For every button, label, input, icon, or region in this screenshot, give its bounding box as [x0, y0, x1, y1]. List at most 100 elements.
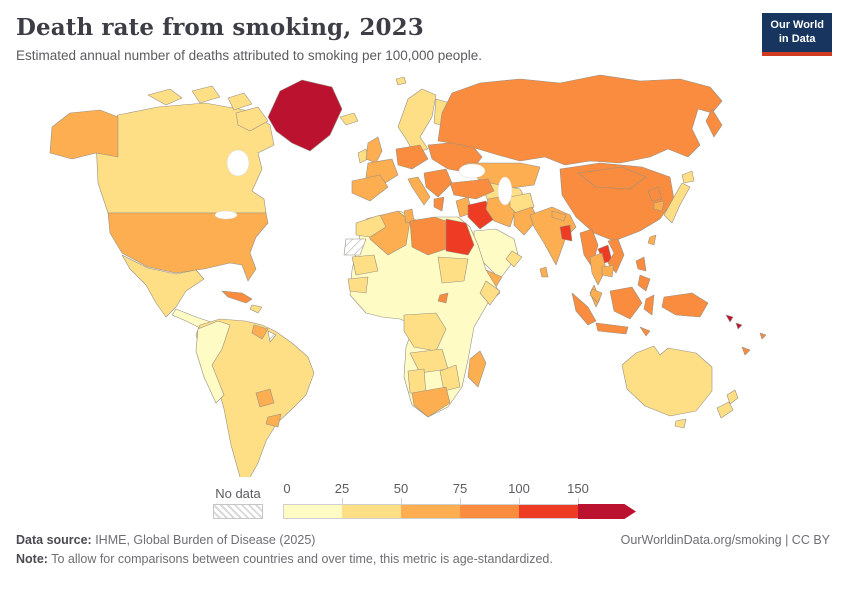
country-papua-new-guinea[interactable]: [661, 292, 709, 318]
legend-tick-label-75: 75: [452, 481, 468, 496]
country-indonesia-borneo[interactable]: [609, 286, 643, 320]
country-indonesia-java[interactable]: [595, 322, 629, 335]
country-canada-arctic-1[interactable]: [147, 88, 183, 106]
legend-color-scale: 0 25 50 75 100 150: [283, 481, 639, 519]
region-svalbard[interactable]: [395, 76, 407, 86]
region-guyanas[interactable]: [251, 324, 269, 340]
country-russia[interactable]: [437, 74, 723, 166]
country-uganda[interactable]: [437, 292, 449, 304]
legend-tick-label-150: 150: [567, 481, 589, 496]
country-madagascar[interactable]: [467, 350, 487, 388]
country-philippines-luzon[interactable]: [635, 256, 647, 272]
country-solomon-1[interactable]: [725, 314, 734, 323]
country-hispaniola[interactable]: [249, 304, 263, 314]
data-source-line: Data source: IHME, Global Burden of Dise…: [16, 533, 315, 547]
country-thailand[interactable]: [589, 252, 607, 286]
country-italy[interactable]: [407, 176, 431, 206]
country-australia-tasmania[interactable]: [674, 418, 687, 429]
country-usa[interactable]: [107, 212, 269, 282]
country-malaysia[interactable]: [589, 288, 603, 304]
region-scandinavia[interactable]: [397, 88, 437, 154]
legend-swatch-0-25[interactable]: [283, 504, 342, 519]
country-mongolia[interactable]: [577, 166, 647, 190]
country-greenland[interactable]: [267, 79, 343, 152]
country-canada-baffin[interactable]: [235, 106, 269, 132]
chart-title: Death rate from smoking, 2023: [16, 14, 424, 41]
map-legend: No data 0 25 50 75 100 150: [213, 481, 850, 519]
region-central-europe[interactable]: [395, 144, 429, 170]
country-mexico[interactable]: [121, 254, 205, 318]
country-uk[interactable]: [365, 136, 383, 164]
data-source-text: IHME, Global Burden of Disease (2025): [91, 533, 316, 547]
country-greece[interactable]: [433, 196, 445, 212]
chart-header: Death rate from smoking, 2023 Estimated …: [0, 0, 850, 63]
note-line: Note: To allow for comparisons between c…: [16, 552, 553, 566]
chart-footer: Data source: IHME, Global Burden of Dise…: [0, 533, 850, 566]
country-fiji[interactable]: [759, 332, 767, 340]
country-north-korea[interactable]: [647, 186, 663, 202]
country-timor[interactable]: [639, 326, 651, 337]
country-indonesia-sumatra[interactable]: [571, 292, 597, 326]
legend-swatch-150-plus[interactable]: [578, 504, 636, 519]
country-russia-kamchatka[interactable]: [705, 108, 723, 138]
owid-logo-line2: in Data: [778, 32, 816, 45]
legend-no-data-label: No data: [215, 486, 261, 501]
country-japan-honshu[interactable]: [663, 182, 691, 224]
country-south-korea[interactable]: [653, 200, 665, 212]
legend-tick-label-0: 0: [283, 481, 291, 496]
legend-no-data-swatch[interactable]: [213, 504, 263, 519]
legend-swatch-25-50[interactable]: [342, 504, 401, 519]
legend-swatch-75-100[interactable]: [460, 504, 519, 519]
world-map: [0, 65, 850, 477]
region-colombia-peru[interactable]: [195, 320, 231, 404]
legend-swatch-100-150[interactable]: [519, 504, 578, 519]
country-canada-arctic-2[interactable]: [191, 85, 221, 104]
owid-logo[interactable]: Our World in Data: [762, 13, 832, 56]
country-australia[interactable]: [621, 345, 713, 417]
country-uruguay[interactable]: [265, 413, 282, 428]
country-indonesia-sulawesi[interactable]: [643, 294, 655, 316]
legend-tick-label-50: 50: [393, 481, 409, 496]
region-balkans[interactable]: [423, 168, 453, 198]
region-zimbabwe-mozambique[interactable]: [439, 364, 461, 392]
country-bangladesh[interactable]: [559, 224, 573, 242]
country-cambodia[interactable]: [601, 264, 615, 278]
region-senegal-guinea[interactable]: [347, 276, 369, 294]
owid-url-link[interactable]: OurWorldinData.org/smoking | CC BY: [620, 533, 830, 547]
country-morocco[interactable]: [355, 214, 387, 238]
region-new-caledonia[interactable]: [741, 346, 751, 356]
country-usa-alaska[interactable]: [49, 109, 119, 160]
country-vietnam[interactable]: [607, 238, 625, 274]
country-canada-arctic-3[interactable]: [227, 92, 253, 111]
country-cuba[interactable]: [221, 290, 253, 304]
country-philippines-mindanao[interactable]: [637, 274, 651, 292]
data-source-label: Data source:: [16, 533, 92, 547]
country-new-zealand-south[interactable]: [716, 401, 734, 419]
country-new-zealand-north[interactable]: [726, 389, 739, 405]
note-text: To allow for comparisons between countri…: [47, 552, 553, 566]
legend-swatch-50-75[interactable]: [401, 504, 460, 519]
country-oman[interactable]: [505, 250, 523, 268]
legend-tick-label-25: 25: [334, 481, 350, 496]
country-paraguay[interactable]: [255, 388, 275, 408]
country-solomon-2[interactable]: [735, 322, 743, 330]
country-mauritania[interactable]: [351, 254, 379, 276]
legend-tick-label-100: 100: [508, 481, 530, 496]
region-western-sahara[interactable]: [343, 238, 367, 256]
country-iceland[interactable]: [339, 112, 359, 126]
legend-no-data: No data: [213, 486, 263, 519]
region-iberia[interactable]: [351, 174, 389, 202]
country-south-africa[interactable]: [411, 386, 451, 418]
note-label: Note:: [16, 552, 48, 566]
country-taiwan[interactable]: [647, 234, 657, 246]
country-china[interactable]: [559, 162, 675, 242]
country-somalia[interactable]: [479, 280, 501, 306]
country-sudan[interactable]: [437, 256, 469, 284]
country-nepal[interactable]: [551, 210, 567, 222]
region-french-guiana[interactable]: [267, 330, 277, 343]
country-turkey[interactable]: [449, 178, 495, 200]
country-japan-hokkaido[interactable]: [681, 170, 695, 184]
country-egypt[interactable]: [445, 218, 475, 256]
country-sri-lanka[interactable]: [539, 266, 549, 278]
